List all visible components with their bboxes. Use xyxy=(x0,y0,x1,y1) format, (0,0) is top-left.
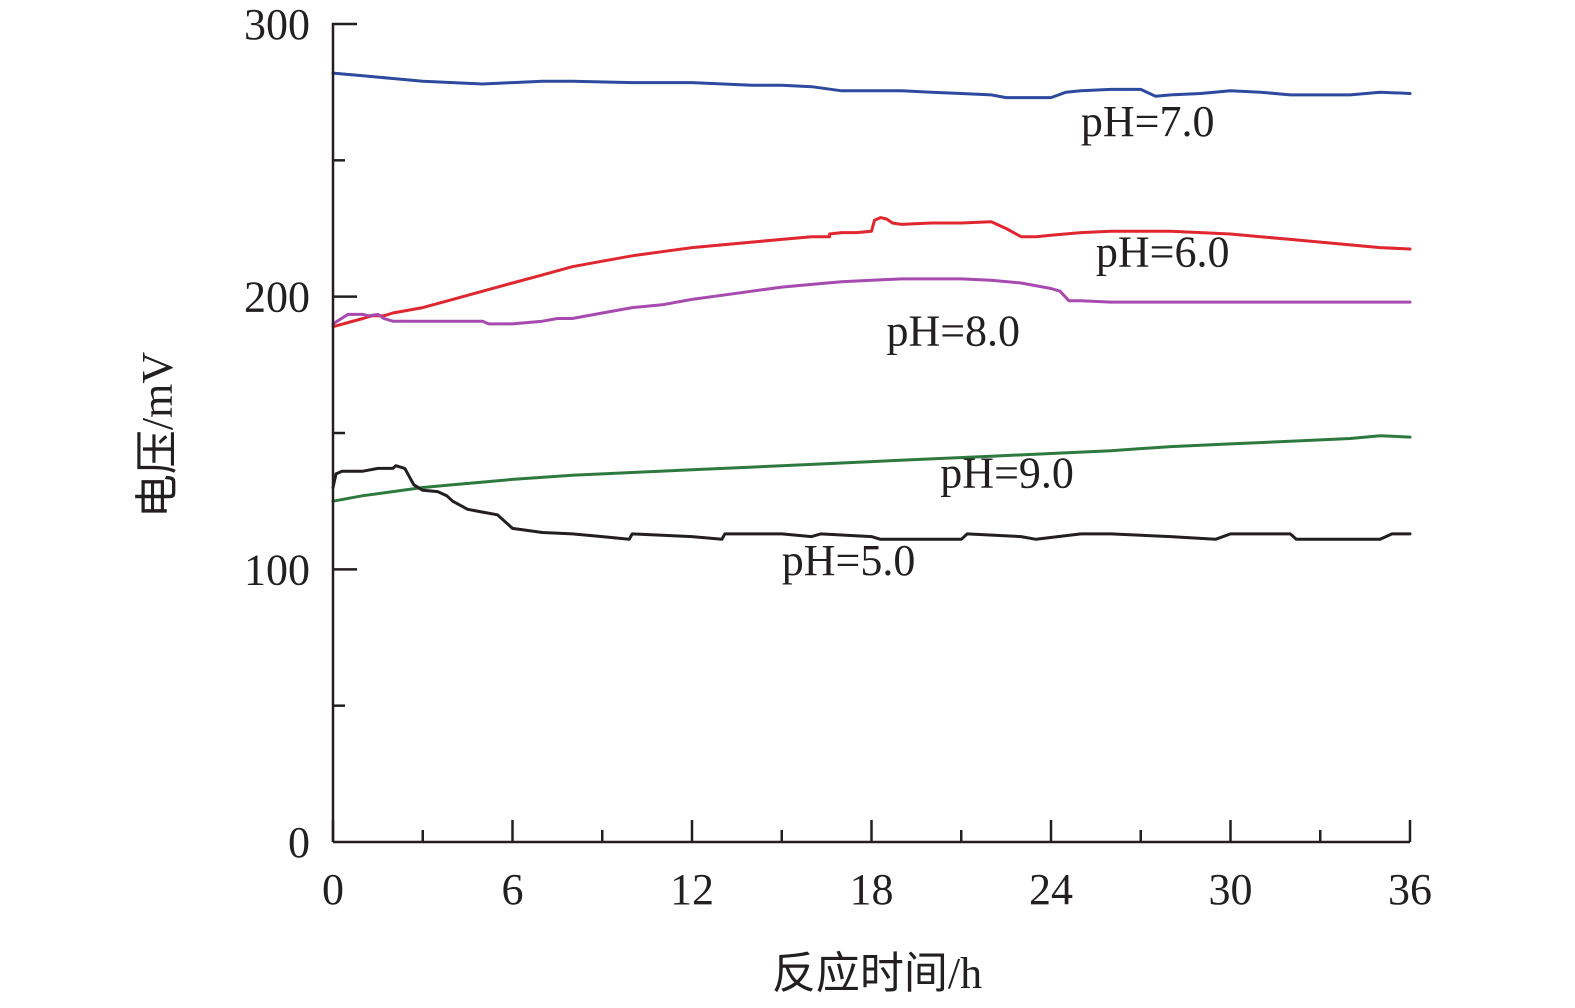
series-label-3: pH=9.0 xyxy=(940,449,1074,498)
plot-lines xyxy=(331,71,1412,541)
series-label-1: pH=6.0 xyxy=(1096,228,1230,277)
x-tick-label: 30 xyxy=(1209,865,1253,914)
series-line-1 xyxy=(331,216,1412,329)
series-line-0 xyxy=(331,71,1412,100)
series-label-0: pH=7.0 xyxy=(1081,97,1215,146)
axes-frame xyxy=(331,22,1410,844)
x-tick-label: 24 xyxy=(1029,865,1073,914)
series-labels: pH=7.0 pH=6.0 pH=8.0 pH=9.0 pH=5.0 xyxy=(782,97,1230,585)
y-tick-label: 300 xyxy=(244,0,310,49)
y-tick-label: 200 xyxy=(244,273,310,322)
series-label-4: pH=5.0 xyxy=(782,536,916,585)
series-line-2 xyxy=(331,277,1412,326)
y-axis-title: 电压/mV xyxy=(133,352,182,518)
series-line-4 xyxy=(331,464,1412,541)
x-tick-label: 18 xyxy=(850,865,894,914)
x-tick-label: 12 xyxy=(670,865,714,914)
x-tick-label: 0 xyxy=(322,865,344,914)
y-tick-label: 0 xyxy=(288,818,310,867)
y-ticks: 0 100 200 300 xyxy=(244,0,357,867)
y-tick-label: 100 xyxy=(244,545,310,594)
series-label-2: pH=8.0 xyxy=(886,307,1020,356)
x-ticks: 0 6 12 18 24 30 36 xyxy=(322,820,1432,914)
x-tick-label: 36 xyxy=(1388,865,1432,914)
x-tick-label: 6 xyxy=(502,865,524,914)
x-axis-title: 反应时间/h xyxy=(772,949,982,998)
series-line-3 xyxy=(331,434,1412,503)
axes xyxy=(331,22,1410,844)
